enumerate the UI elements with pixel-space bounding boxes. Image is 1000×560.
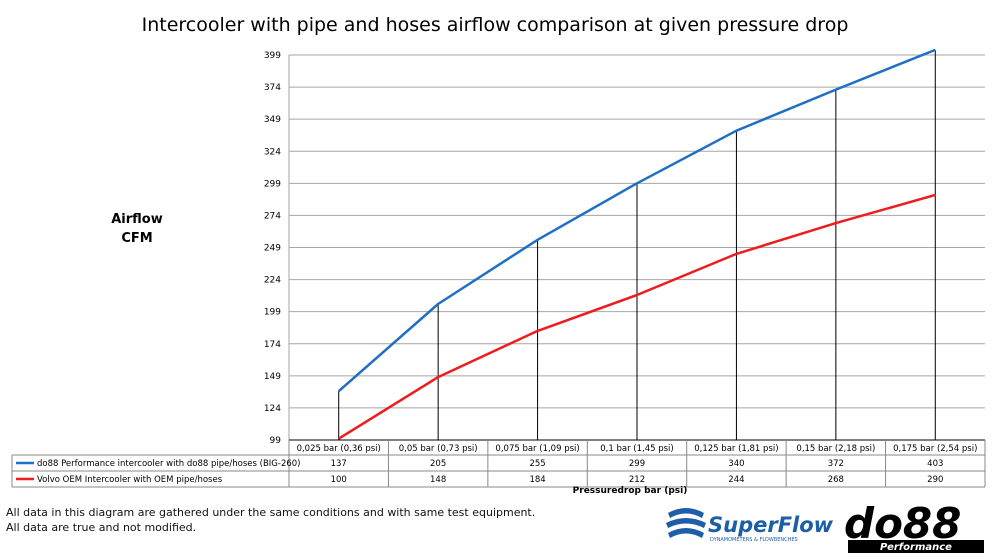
legend-label-1: Volvo OEM Intercooler with OEM pipe/hose…: [37, 475, 223, 485]
x-tick-label-6: 0,175 bar (2,54 psi): [893, 444, 977, 454]
do88-logo: do88 Performance: [844, 499, 984, 553]
data-label-s0-3: 299: [629, 459, 645, 469]
data-label-s1-2: 184: [529, 475, 545, 485]
y-tick-label-7: 274: [264, 211, 281, 221]
y-tick-label-1: 124: [264, 404, 281, 414]
data-label-s1-5: 268: [828, 475, 844, 485]
chart-title: Intercooler with pipe and hoses airflow …: [141, 14, 849, 36]
legend-label-0: do88 Performance intercooler with do88 p…: [37, 459, 300, 469]
y-tick-label-4: 199: [264, 308, 281, 318]
data-label-s1-0: 100: [331, 475, 347, 485]
data-label-s0-1: 205: [430, 459, 446, 469]
do88-logo-tagline: Performance: [880, 542, 952, 553]
y-tick-label-0: 99: [270, 436, 282, 446]
y-tick-label-8: 299: [264, 179, 281, 189]
y-tick-label-10: 349: [264, 115, 281, 125]
x-axis-label: Pressuredrop bar (psi): [572, 486, 688, 496]
y-axis-label-line-1: Airflow: [111, 212, 163, 227]
y-axis-label: Airflow CFM: [92, 210, 182, 248]
y-tick-label-2: 149: [264, 372, 281, 382]
y-axis-label-line-2: CFM: [121, 231, 153, 246]
y-tick-label-6: 249: [264, 244, 281, 254]
data-label-s1-4: 244: [728, 475, 744, 485]
data-label-s0-0: 137: [331, 459, 347, 469]
y-tick-label-9: 324: [264, 147, 281, 157]
data-label-s0-5: 372: [828, 459, 844, 469]
data-label-s1-1: 148: [430, 475, 446, 485]
y-tick-label-3: 174: [264, 340, 281, 350]
series-line-1: [338, 193, 936, 440]
y-tick-label-5: 224: [264, 276, 281, 286]
footnote: All data in this diagram are gathered un…: [6, 505, 535, 535]
data-label-s0-2: 255: [529, 459, 545, 469]
x-tick-label-0: 0,025 bar (0,36 psi): [297, 444, 381, 454]
x-tick-label-3: 0,1 bar (1,45 psi): [600, 444, 673, 454]
data-label-s0-4: 340: [728, 459, 744, 469]
footnote-line-1: All data in this diagram are gathered un…: [6, 506, 536, 519]
y-tick-label-12: 399: [264, 51, 281, 61]
superflow-logo: SuperFlow DYNAMOMETERS & FLOWBENCHES: [666, 508, 834, 543]
footnote-line-2: All data are true and not modified.: [6, 521, 197, 534]
data-label-s1-3: 212: [629, 475, 645, 485]
y-tick-label-11: 374: [264, 83, 281, 93]
data-label-s0-6: 403: [927, 459, 943, 469]
x-tick-label-1: 0,05 bar (0,73 psi): [399, 444, 478, 454]
x-tick-label-5: 0,15 bar (2,18 psi): [796, 444, 875, 454]
line-chart: 99 124 149 174 199 224 249 274 299 324 349 374 399 0,…: [11, 48, 986, 488]
do88-logo-name: do88: [844, 499, 961, 548]
x-tick-label-2: 0,075 bar (1,09 psi): [495, 444, 579, 454]
superflow-logo-name: SuperFlow: [708, 513, 834, 537]
data-label-s1-6: 290: [927, 475, 943, 485]
superflow-logo-tagline: DYNAMOMETERS & FLOWBENCHES: [710, 537, 798, 543]
x-tick-label-4: 0,125 bar (1,81 psi): [694, 444, 778, 454]
series-line-0: [337, 48, 936, 393]
